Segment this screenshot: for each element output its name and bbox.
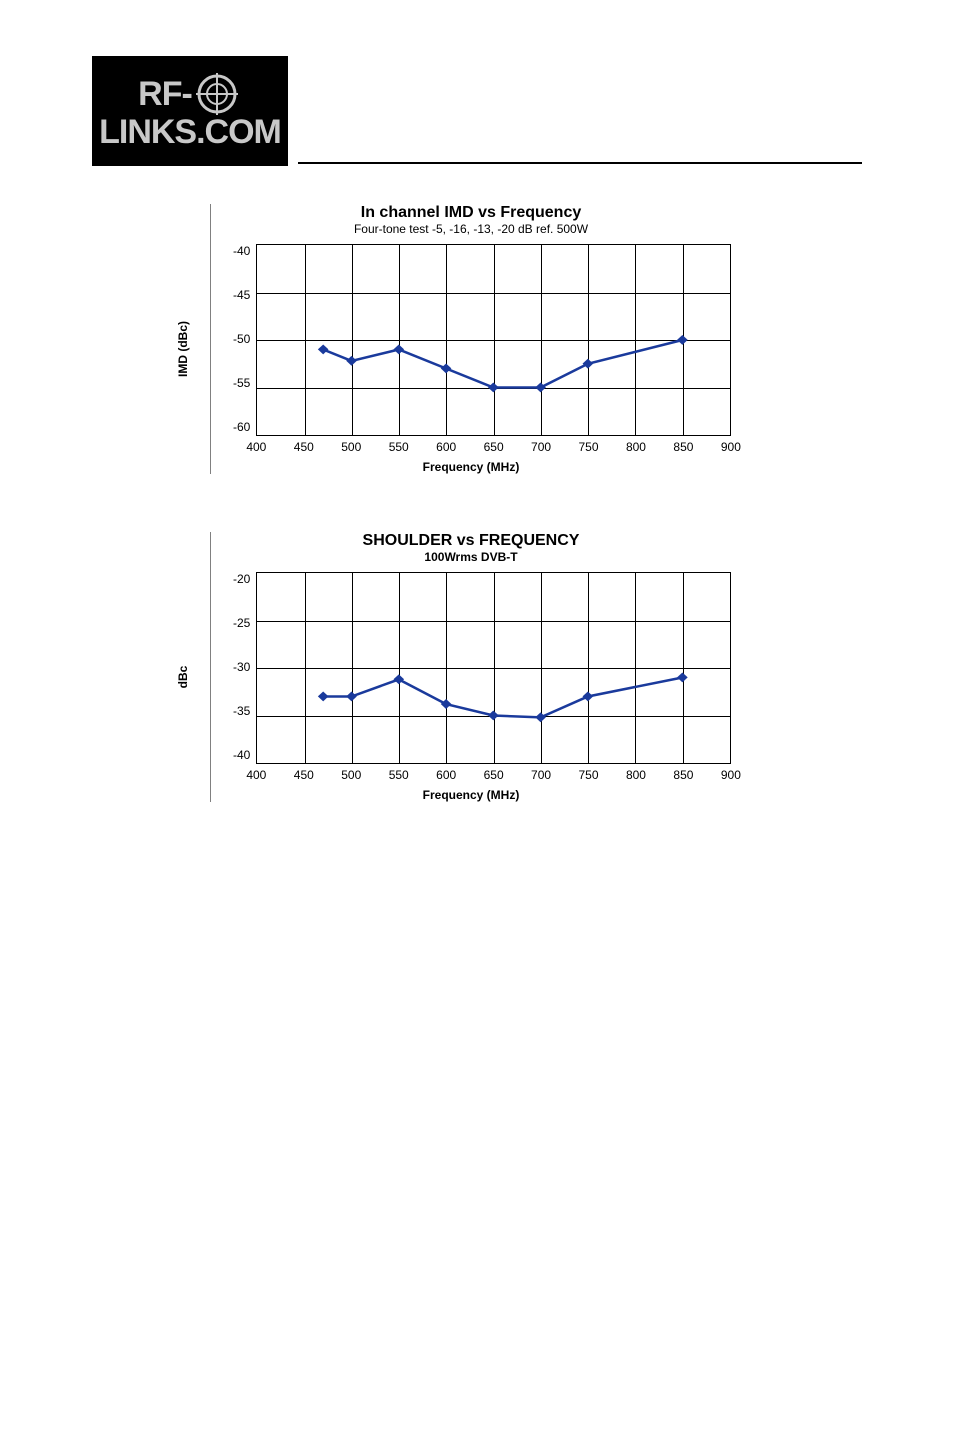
ytick: -40 <box>233 748 250 762</box>
chart2-plot <box>256 572 731 764</box>
header-rule <box>298 161 862 164</box>
ytick: -40 <box>233 244 250 258</box>
ytick: -55 <box>233 376 250 390</box>
chart1-plot <box>256 244 731 436</box>
crosshair-icon <box>196 73 238 115</box>
chart2-xticks: 400450500550600650700750800850900 <box>256 768 731 782</box>
logo: RF- LINKS.COM <box>92 56 288 166</box>
chart1-yticks: -40 -45 -50 -55 -60 <box>233 244 256 434</box>
chart1-subtitle: Four-tone test -5, -16, -13, -20 dB ref.… <box>211 222 731 236</box>
ytick: -45 <box>233 288 250 302</box>
chart1-ylabel: IMD (dBc) <box>176 321 190 377</box>
chart1-xlabel: Frequency (MHz) <box>211 460 731 474</box>
ytick: -30 <box>233 660 250 674</box>
ytick: -25 <box>233 616 250 630</box>
chart2-series <box>257 573 730 763</box>
chart2-title: SHOULDER vs FREQUENCY <box>211 532 731 550</box>
chart2-plotwrap: -20 -25 -30 -35 -40 400450500550600650700750… <box>211 572 731 782</box>
logo-text-rf: RF- <box>138 77 192 111</box>
chart1-series <box>257 245 730 435</box>
page: RF- LINKS.COM In channel IMD vs Frequenc… <box>0 0 954 1447</box>
chart2-yticks: -20 -25 -30 -35 -40 <box>233 572 256 762</box>
logo-text-links: LINKS.COM <box>99 115 281 149</box>
logo-row1: RF- <box>138 73 242 115</box>
chart1-plotwrap: -40 -45 -50 -55 -60 400450500550600650700750… <box>211 244 731 454</box>
chart-imd: In channel IMD vs Frequency Four-tone te… <box>210 204 731 474</box>
ytick: -35 <box>233 704 250 718</box>
ytick: -60 <box>233 420 250 434</box>
chart2-ylabel: dBc <box>176 666 190 689</box>
chart-shoulder: SHOULDER vs FREQUENCY 100Wrms DVB-T dBc … <box>210 532 731 802</box>
chart1-xticks: 400450500550600650700750800850900 <box>256 440 731 454</box>
ytick: -50 <box>233 332 250 346</box>
ytick: -20 <box>233 572 250 586</box>
chart2-xlabel: Frequency (MHz) <box>211 788 731 802</box>
header: RF- LINKS.COM <box>0 56 954 166</box>
chart1-title: In channel IMD vs Frequency <box>211 204 731 222</box>
chart2-subtitle: 100Wrms DVB-T <box>211 550 731 564</box>
